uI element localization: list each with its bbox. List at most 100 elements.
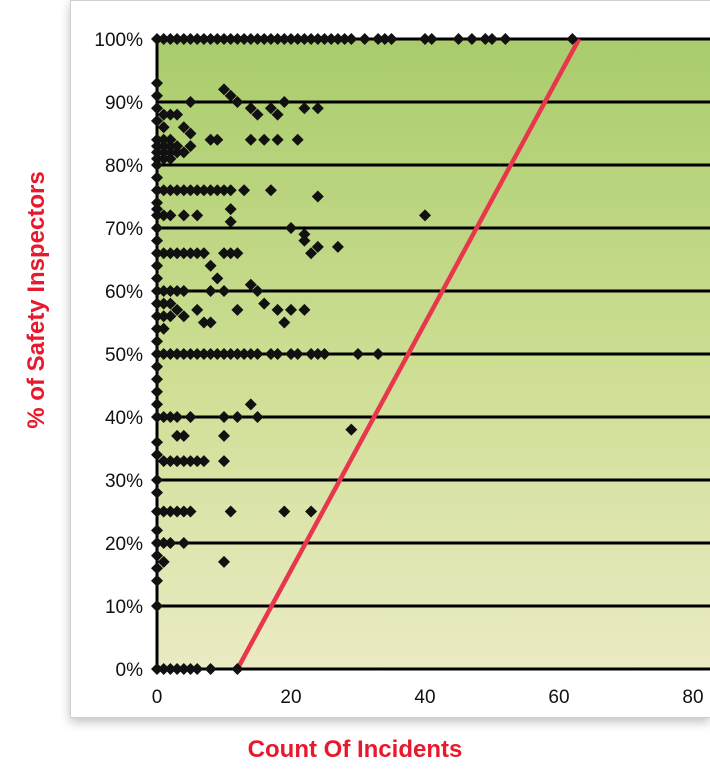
- y-tick-label: 80%: [105, 156, 143, 177]
- data-point: [171, 247, 184, 260]
- data-point: [184, 33, 197, 45]
- data-point: [238, 33, 251, 45]
- data-point: [191, 184, 204, 197]
- data-point: [171, 348, 184, 360]
- data-point: [157, 505, 170, 518]
- data-point: [372, 33, 385, 45]
- data-point: [164, 247, 177, 260]
- data-point: [151, 663, 163, 675]
- data-point: [184, 505, 197, 518]
- data-point: [566, 33, 579, 45]
- data-point: [184, 140, 197, 153]
- data-point: [197, 348, 210, 360]
- data-point: [151, 335, 163, 348]
- data-point: [218, 83, 230, 96]
- data-point: [157, 247, 170, 260]
- data-point: [244, 398, 257, 411]
- data-point: [164, 663, 177, 675]
- data-point: [157, 209, 170, 222]
- data-point: [151, 322, 163, 335]
- data-point: [298, 228, 311, 241]
- data-point: [164, 411, 177, 423]
- data-point: [218, 33, 230, 45]
- data-point: [177, 285, 190, 297]
- data-point: [271, 33, 284, 45]
- y-tick-label: 100%: [94, 30, 143, 51]
- data-point: [191, 663, 204, 675]
- data-point: [197, 184, 210, 197]
- data-point: [331, 33, 344, 45]
- data-point: [285, 33, 297, 45]
- data-point: [244, 348, 257, 360]
- x-tick-label: 0: [152, 687, 163, 708]
- data-point: [211, 33, 224, 45]
- data-point: [151, 89, 163, 102]
- data-point: [157, 121, 170, 134]
- data-point: [499, 33, 512, 45]
- data-point: [151, 77, 163, 90]
- data-point: [325, 33, 338, 45]
- data-point: [311, 190, 324, 203]
- data-point: [318, 33, 331, 45]
- data-point: [278, 33, 291, 45]
- data-point: [157, 348, 170, 360]
- data-point: [204, 184, 217, 197]
- data-point: [157, 411, 170, 423]
- data-point: [191, 455, 204, 468]
- data-point: [151, 285, 163, 297]
- data-point: [305, 505, 318, 518]
- data-point: [151, 222, 163, 234]
- data-point: [311, 33, 324, 45]
- data-point: [278, 96, 291, 108]
- data-point: [164, 537, 177, 549]
- data-point: [151, 373, 163, 386]
- data-point: [271, 133, 284, 146]
- data-point: [204, 316, 217, 329]
- data-point: [211, 133, 224, 146]
- data-point: [224, 184, 237, 197]
- data-point: [358, 33, 371, 45]
- x-tick-label: 20: [280, 687, 301, 708]
- data-point: [231, 663, 244, 675]
- data-point: [151, 259, 163, 272]
- data-point: [151, 133, 163, 146]
- data-point: [264, 348, 277, 360]
- data-point: [251, 348, 264, 360]
- data-point: [251, 33, 264, 45]
- data-point: [285, 303, 297, 316]
- x-tick-label: 80: [682, 687, 703, 708]
- data-point: [171, 33, 184, 45]
- data-point: [378, 33, 391, 45]
- data-point: [151, 524, 163, 537]
- data-point: [224, 33, 237, 45]
- data-point: [244, 33, 257, 45]
- data-point: [184, 96, 197, 108]
- data-point: [177, 33, 190, 45]
- data-point: [251, 411, 264, 423]
- data-point: [151, 310, 163, 323]
- data-point: [264, 33, 277, 45]
- data-point: [197, 316, 210, 329]
- data-point: [164, 146, 177, 159]
- data-point: [331, 240, 344, 253]
- data-point: [419, 33, 431, 45]
- data-point: [151, 33, 163, 45]
- data-point: [211, 272, 224, 285]
- data-point: [204, 133, 217, 146]
- data-point: [171, 663, 184, 675]
- data-point: [177, 455, 190, 468]
- data-point: [425, 33, 438, 45]
- data-point: [211, 348, 224, 360]
- data-point: [204, 259, 217, 272]
- data-point: [164, 285, 177, 297]
- data-point: [164, 209, 177, 222]
- data-point: [157, 310, 170, 323]
- data-point: [157, 108, 170, 121]
- data-point: [191, 303, 204, 316]
- data-point: [218, 184, 230, 197]
- data-point: [224, 215, 237, 228]
- data-point: [177, 429, 190, 442]
- data-point: [305, 247, 318, 260]
- data-point: [231, 33, 244, 45]
- data-point: [486, 33, 498, 45]
